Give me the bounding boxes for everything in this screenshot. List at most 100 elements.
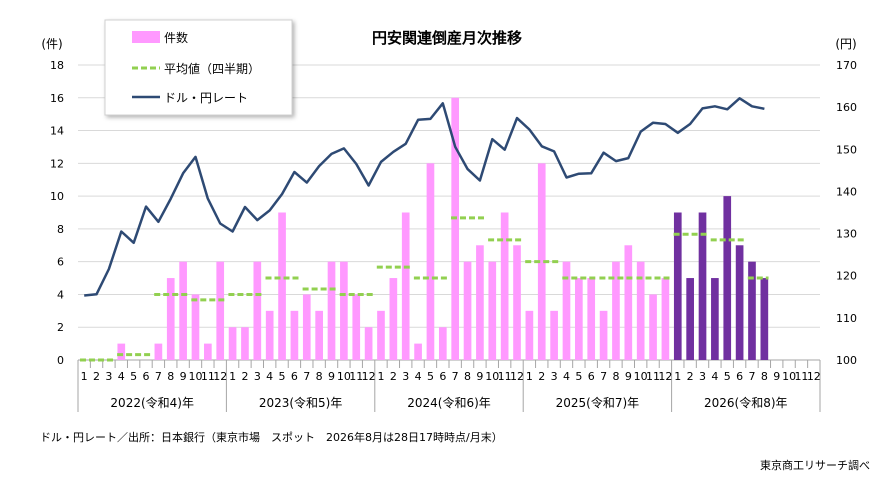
bar [117, 343, 126, 360]
bar [438, 327, 447, 360]
month-label: 5 [575, 370, 582, 383]
bar [612, 261, 620, 360]
month-label: 4 [415, 370, 422, 383]
month-label: 1 [81, 370, 88, 383]
bar [575, 278, 583, 360]
left-tick-label: 16 [50, 92, 64, 105]
month-label: 8 [167, 370, 174, 383]
bar [290, 310, 299, 360]
chart-title: 円安関連倒産月次推移 [372, 29, 522, 47]
month-label: 11 [646, 370, 660, 383]
bar [241, 327, 249, 360]
month-label: 7 [600, 370, 607, 383]
bar [513, 245, 521, 360]
month-label: 5 [130, 370, 137, 383]
bar [315, 310, 323, 360]
credit-note: 東京商工リサーチ調べ [760, 458, 870, 472]
bar [599, 310, 608, 360]
month-label: 12 [510, 370, 524, 383]
month-label: 12 [362, 370, 376, 383]
bar [748, 261, 756, 360]
bar [352, 294, 361, 360]
right-axis-unit: (円) [835, 37, 856, 51]
month-label: 1 [674, 370, 681, 383]
right-tick-label: 130 [836, 228, 857, 241]
bar [364, 327, 373, 360]
bar [537, 163, 546, 360]
month-label: 1 [526, 370, 533, 383]
month-label: 10 [485, 370, 499, 383]
month-label: 8 [612, 370, 619, 383]
left-tick-label: 12 [50, 157, 64, 170]
bar [711, 278, 719, 360]
left-tick-label: 18 [50, 59, 64, 72]
legend-swatch-bars [132, 31, 160, 43]
bar [476, 245, 484, 360]
bar [327, 261, 336, 360]
year-label: 2023(令和5)年 [259, 395, 343, 410]
month-label: 12 [658, 370, 672, 383]
rate-series [84, 97, 765, 297]
month-label: 8 [316, 370, 323, 383]
month-label: 11 [498, 370, 512, 383]
month-label: 7 [155, 370, 162, 383]
month-label: 2 [687, 370, 694, 383]
left-tick-label: 8 [57, 223, 64, 236]
month-label: 1 [229, 370, 236, 383]
legend-label-average: 平均値（四半期） [164, 61, 260, 76]
left-tick-label: 2 [57, 321, 64, 334]
month-label: 3 [105, 370, 112, 383]
month-label: 8 [761, 370, 768, 383]
year-label: 2022(令和4)年 [110, 395, 194, 410]
bar [550, 310, 558, 360]
bar [166, 278, 175, 360]
bar [278, 212, 286, 360]
month-label: 9 [476, 370, 483, 383]
gridlines [78, 64, 820, 328]
month-label: 4 [711, 370, 718, 383]
bar [426, 163, 435, 360]
bar [154, 343, 163, 360]
month-label: 9 [328, 370, 335, 383]
bar [562, 261, 571, 360]
month-label: 3 [402, 370, 409, 383]
month-label: 5 [427, 370, 434, 383]
month-label: 2 [390, 370, 397, 383]
bar [735, 245, 744, 360]
bar [673, 212, 682, 360]
bar [302, 294, 311, 360]
bar [401, 212, 410, 360]
bar-series [117, 97, 769, 361]
month-label: 10 [188, 370, 202, 383]
month-label: 3 [551, 370, 558, 383]
bar [179, 261, 187, 360]
month-label: 11 [349, 370, 363, 383]
month-label: 6 [736, 370, 743, 383]
legend: 件数 平均値（四半期） ドル・円レート [104, 19, 293, 116]
month-label: 9 [773, 370, 780, 383]
bar [488, 261, 497, 360]
right-tick-label: 100 [836, 354, 857, 367]
right-tick-label: 150 [836, 143, 857, 156]
month-label: 11 [794, 370, 808, 383]
month-label: 6 [588, 370, 595, 383]
left-tick-label: 6 [57, 256, 64, 269]
bar [698, 212, 707, 360]
bar [500, 212, 509, 360]
month-label: 12 [807, 370, 821, 383]
month-label: 2 [93, 370, 100, 383]
bar [377, 310, 385, 360]
month-label: 6 [291, 370, 298, 383]
axes [77, 359, 821, 412]
bar [525, 310, 534, 360]
bar [204, 343, 212, 360]
bar [587, 278, 596, 360]
month-label: 11 [201, 370, 215, 383]
bar [463, 261, 472, 360]
month-label: 9 [625, 370, 632, 383]
right-tick-label: 120 [836, 270, 857, 283]
year-label: 2026(令和8)年 [704, 395, 788, 410]
bar [723, 196, 732, 360]
month-label: 10 [634, 370, 648, 383]
